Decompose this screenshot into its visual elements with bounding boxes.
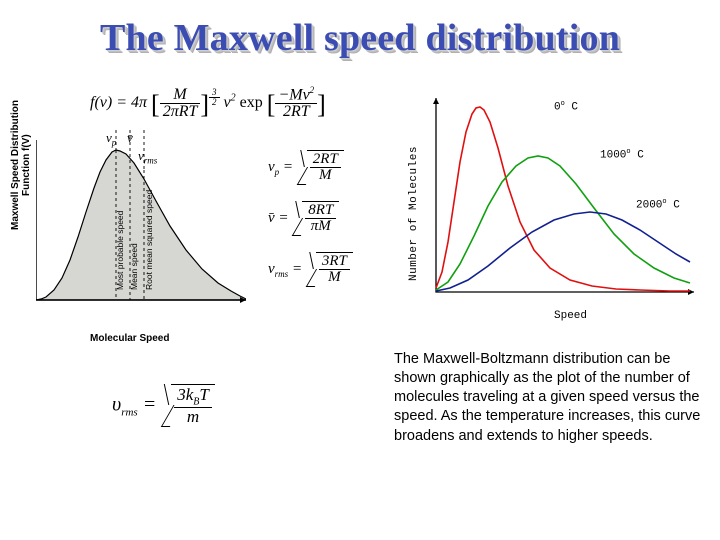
temperature-distribution-chart: Number of Molecules Speed 0o C 1000o C 2… [404,86,704,326]
description-text: The Maxwell-Boltzmann distribution can b… [394,350,702,446]
maxwell-distribution-chart: Maxwell Speed Distribution Function f(V)… [18,130,248,340]
temp-label-0c: 0o C [554,100,578,114]
temp-label-1000c: 1000o C [600,148,644,162]
temp-label-2000c: 2000o C [636,198,680,212]
vbar-vertical-label: Mean speed [129,243,139,290]
right-chart-xlabel: Speed [554,310,587,322]
vrms-vertical-label: Root mean squared speed [144,190,154,290]
vp-formula: vp = 2RT M [268,150,353,183]
vrms-label: vrms [138,148,157,166]
left-chart-xlabel: Molecular Speed [90,333,169,344]
left-chart-ylabel: Maxwell Speed Distribution Function f(V) [10,100,32,230]
right-chart-svg [430,92,698,302]
right-chart-ylabel: Number of Molecules [408,146,420,281]
vrms-big-formula: υrms = 3kBT m [112,384,215,425]
vbar-label: v̄ [127,130,133,146]
vp-vertical-label: Most probable speed [115,211,125,290]
speed-formulae: vp = 2RT M v̄ = 8RT πM vrms = 3RT M [268,150,353,303]
formula-fv: f(v) = 4π [ M 2πRT ]32 v2 exp [ −Mv2 2RT… [90,86,326,120]
vbar-formula: v̄ = 8RT πM [268,201,353,234]
vp-label: vp [106,130,116,148]
page-title: The Maxwell speed distribution [100,16,620,60]
vrms-formula: vrms = 3RT M [268,252,353,285]
